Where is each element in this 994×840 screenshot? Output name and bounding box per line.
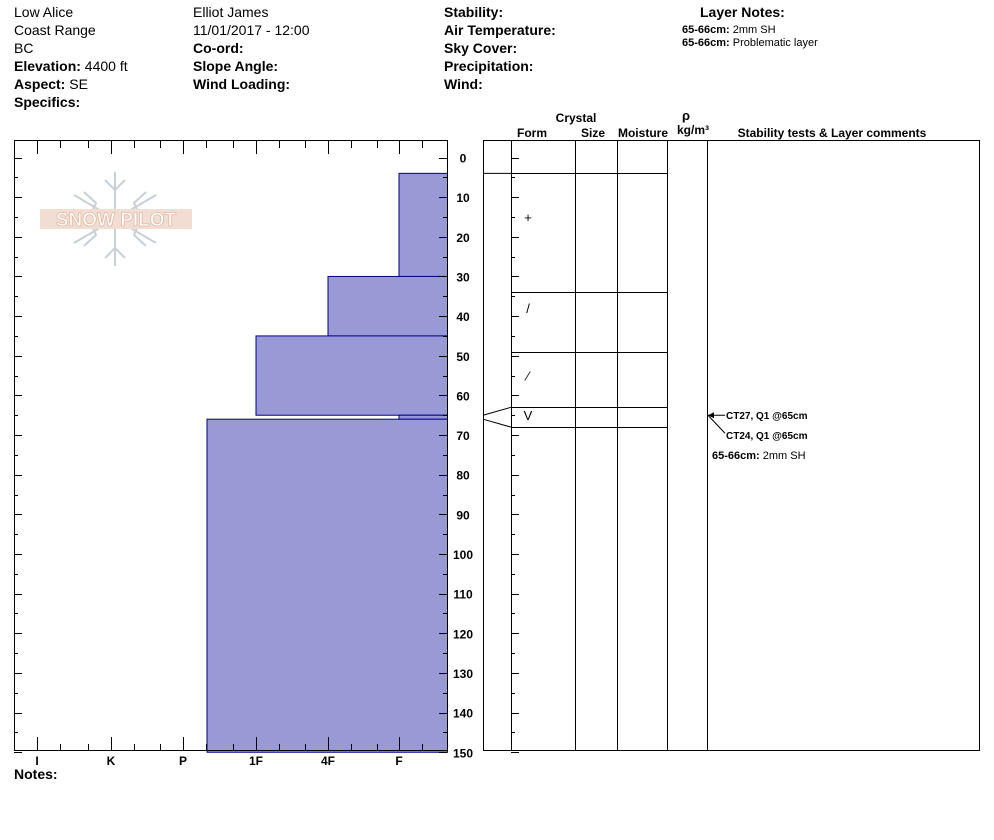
aspect-label: Aspect:	[14, 76, 66, 92]
grain-form-symbol: +	[524, 210, 532, 225]
slope-angle-label: Slope Angle:	[193, 58, 279, 74]
hardness-tick-label: I	[35, 754, 38, 768]
hardness-bar	[398, 172, 448, 277]
hardness-tick-label: P	[179, 754, 187, 768]
depth-tick-label: 140	[453, 707, 473, 721]
depth-tick-label: 100	[453, 548, 473, 562]
test-arrowhead	[708, 412, 714, 419]
depth-tick-label: 60	[456, 389, 470, 403]
notes-label: Notes:	[14, 766, 58, 782]
grain-form-symbol: ⁄	[524, 369, 531, 384]
logo-text: SNOW PILOT	[56, 210, 177, 231]
hardness-tick-label: 4F	[321, 754, 335, 768]
specifics-label: Specifics:	[14, 94, 81, 110]
sky-cover-label: Sky Cover:	[444, 40, 518, 56]
layer-note-range: 65-66cm:	[682, 24, 730, 36]
depth-tick-label: 150	[453, 746, 473, 760]
grain-form-symbol: /	[526, 301, 530, 316]
comments-header: Stability tests & Layer comments	[738, 126, 927, 140]
layer-note-text: Problematic layer	[732, 37, 818, 49]
state: BC	[14, 40, 34, 56]
precipitation-label: Precipitation:	[444, 58, 534, 74]
observation-datetime: 11/01/2017 - 12:00	[193, 22, 310, 38]
observer-name: Elliot James	[193, 4, 269, 20]
layer-comment: 65-66cm: 2mm SH	[712, 450, 806, 462]
depth-tick-label: 110	[453, 588, 473, 602]
snowpilot-logo: SNOW PILOT	[40, 172, 192, 266]
hardness-bar	[255, 335, 448, 416]
elevation-label: Elevation:	[14, 58, 81, 74]
test-arrow	[707, 414, 726, 434]
air-temperature-label: Air Temperature:	[444, 22, 556, 38]
hardness-bar	[398, 414, 448, 420]
layer-note-text: 2mm SH	[732, 24, 776, 36]
layer-comment-range: 65-66cm:	[712, 450, 763, 462]
depth-tick-label: 20	[456, 231, 470, 245]
wind-label: Wind:	[444, 76, 483, 92]
layer-connector	[482, 406, 512, 416]
hardness-tick-label: K	[107, 754, 116, 768]
depth-tick-label: 90	[456, 508, 470, 522]
depth-tick-label: 10	[456, 191, 470, 205]
wind-loading-label: Wind Loading:	[193, 76, 291, 92]
depth-tick-label: 120	[453, 627, 473, 641]
hardness-tick-label: F	[395, 754, 402, 768]
hardness-tick-label: 1F	[249, 754, 263, 768]
layer-comment-text: 2mm SH	[763, 450, 806, 462]
depth-tick-label: 30	[456, 270, 470, 284]
stability-test-label: CT24, Q1 @65cm	[726, 431, 808, 442]
coord-label: Co-ord:	[193, 40, 244, 56]
layer-note-range: 65-66cm:	[682, 37, 730, 49]
depth-tick-label: 0	[460, 152, 467, 166]
stability-label: Stability:	[444, 4, 504, 20]
layer-note: 65-66cm: 2mm SH	[682, 24, 776, 37]
hardness-bar	[206, 418, 448, 753]
moisture-header: Moisture	[618, 126, 668, 140]
layer-connector	[482, 418, 512, 428]
mountain-range: Coast Range	[14, 22, 96, 38]
aspect-value: SE	[69, 76, 88, 92]
depth-tick-label: 40	[456, 310, 470, 324]
size-header: Size	[581, 126, 605, 140]
density-symbol: ρ	[682, 108, 690, 123]
layer-table-frame	[483, 140, 980, 751]
form-header: Form	[517, 126, 547, 140]
depth-tick-label: 70	[456, 429, 470, 443]
layer-notes-title: Layer Notes:	[700, 4, 785, 20]
elevation: Elevation: 4400 ft	[14, 57, 128, 75]
grain-form-symbol: V	[524, 408, 533, 423]
hardness-plot-frame	[14, 140, 448, 751]
hardness-bar	[327, 275, 448, 337]
location-name: Low Alice	[14, 4, 74, 20]
crystal-header: Crystal	[556, 111, 597, 125]
logo-band	[40, 209, 192, 229]
depth-tick-label: 50	[456, 350, 470, 364]
depth-tick-label: 130	[453, 667, 473, 681]
aspect: Aspect: SE	[14, 75, 88, 93]
stability-test-label: CT27, Q1 @65cm	[726, 411, 808, 422]
layer-note: 65-66cm: Problematic layer	[682, 37, 818, 50]
elevation-value: 4400 ft	[84, 58, 128, 74]
depth-tick-label: 80	[456, 469, 470, 483]
density-unit-header: kg/m³	[677, 123, 709, 137]
